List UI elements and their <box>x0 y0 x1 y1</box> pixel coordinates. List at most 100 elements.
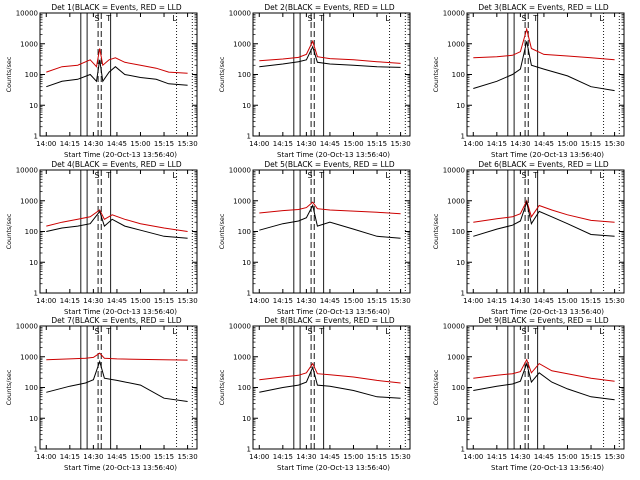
chart-panel-5: Det 5(BLACK = Events, RED = LLD Counts/se… <box>218 160 411 316</box>
x-tick-label: 14:45 <box>107 453 127 461</box>
x-axis-label: Start Time (20-Oct-13 13:56:40) <box>277 151 390 159</box>
x-tick-label: 15:30 <box>177 453 197 461</box>
y-tick-label: 10000 <box>443 323 465 331</box>
lld-series-line <box>259 362 401 384</box>
y-axis-label: Counts/sec <box>432 213 440 249</box>
marker-label-S: S <box>95 14 100 23</box>
x-tick-label: 15:15 <box>154 297 174 305</box>
y-tick-label: 10000 <box>229 10 251 18</box>
events-series-line <box>473 361 615 401</box>
marker-label-T: T <box>532 14 538 23</box>
chart-title: Det 9(BLACK = Events, RED = LLD <box>478 316 608 325</box>
x-tick-label: 14:00 <box>249 453 269 461</box>
marker-label-L: L <box>599 171 604 180</box>
y-tick-label: 1000 <box>447 40 465 48</box>
marker-label-T: T <box>318 171 324 180</box>
x-tick-label: 15:00 <box>130 297 150 305</box>
chart-panel-2: Det 2(BLACK = Events, RED = LLD Counts/se… <box>218 3 411 159</box>
x-tick-label: 14:15 <box>273 140 293 148</box>
y-tick-label: 1000 <box>233 197 251 205</box>
x-tick-label: 14:15 <box>60 140 80 148</box>
events-series-line <box>46 59 188 88</box>
x-tick-label: 14:45 <box>534 453 554 461</box>
y-tick-label: 1 <box>34 290 38 298</box>
chart-panel-3: Det 3(BLACK = Events, RED = LLD Counts/se… <box>432 3 625 159</box>
x-axis-label: Start Time (20-Oct-13 13:56:40) <box>64 151 177 159</box>
chart-title: Det 1(BLACK = Events, RED = LLD <box>51 3 181 12</box>
marker-label-T: T <box>318 14 324 23</box>
y-axis-label: Counts/sec <box>218 369 226 405</box>
x-tick-label: 14:30 <box>510 297 530 305</box>
chart-panel-1: Det 1(BLACK = Events, RED = LLD Counts/se… <box>5 3 198 159</box>
x-tick-label: 15:00 <box>130 453 150 461</box>
x-tick-label: 15:15 <box>367 297 387 305</box>
x-axis-label: Start Time (20-Oct-13 13:56:40) <box>491 308 604 316</box>
x-tick-label: 14:00 <box>36 140 56 148</box>
y-axis-label: Counts/sec <box>432 56 440 92</box>
x-tick-label: 14:15 <box>487 453 507 461</box>
x-tick-label: 15:30 <box>604 297 624 305</box>
y-tick-label: 10 <box>29 102 38 110</box>
y-axis-label: Counts/sec <box>432 369 440 405</box>
chart-title: Det 5(BLACK = Events, RED = LLD <box>264 160 394 169</box>
y-tick-label: 10000 <box>16 323 38 331</box>
x-tick-label: 14:30 <box>510 140 530 148</box>
x-tick-label: 14:30 <box>296 297 316 305</box>
x-tick-label: 14:15 <box>273 453 293 461</box>
x-tick-label: 14:15 <box>60 453 80 461</box>
lld-series-line <box>46 352 188 361</box>
y-tick-label: 10 <box>29 415 38 423</box>
y-tick-label: 1000 <box>233 353 251 361</box>
marker-label-T: T <box>105 171 111 180</box>
marker-label-S: S <box>522 14 527 23</box>
y-tick-label: 10 <box>456 415 465 423</box>
y-tick-label: 10000 <box>443 167 465 175</box>
x-tick-label: 14:00 <box>36 453 56 461</box>
marker-label-S: S <box>308 14 313 23</box>
chart-panel-8: Det 8(BLACK = Events, RED = LLD Counts/se… <box>218 316 411 472</box>
y-tick-label: 1000 <box>20 197 38 205</box>
y-tick-label: 1000 <box>20 353 38 361</box>
marker-label-S: S <box>308 327 313 336</box>
events-series-line <box>259 204 401 239</box>
x-tick-label: 14:45 <box>107 140 127 148</box>
x-tick-label: 15:30 <box>390 297 410 305</box>
y-tick-label: 1000 <box>447 353 465 361</box>
x-tick-label: 14:15 <box>60 297 80 305</box>
y-tick-label: 100 <box>238 228 251 236</box>
x-tick-label: 14:30 <box>510 453 530 461</box>
y-tick-label: 1 <box>247 290 251 298</box>
y-tick-label: 1 <box>461 290 465 298</box>
x-tick-label: 15:00 <box>343 140 363 148</box>
lld-series-line <box>473 27 615 61</box>
lld-series-line <box>46 48 188 74</box>
y-tick-label: 10000 <box>16 167 38 175</box>
marker-label-S: S <box>95 171 100 180</box>
y-tick-label: 1 <box>247 133 251 141</box>
y-axis-label: Counts/sec <box>5 369 13 405</box>
x-tick-label: 14:00 <box>463 453 483 461</box>
x-tick-label: 15:30 <box>177 140 197 148</box>
marker-label-S: S <box>95 327 100 336</box>
y-tick-label: 10000 <box>229 323 251 331</box>
x-tick-label: 15:15 <box>581 140 601 148</box>
events-series-line <box>259 365 401 399</box>
events-series-line <box>473 41 615 92</box>
y-axis-label: Counts/sec <box>5 56 13 92</box>
x-axis-label: Start Time (20-Oct-13 13:56:40) <box>277 308 390 316</box>
x-tick-label: 14:45 <box>107 297 127 305</box>
lld-series-line <box>46 209 188 232</box>
x-axis-label: Start Time (20-Oct-13 13:56:40) <box>277 464 390 472</box>
y-tick-label: 100 <box>238 384 251 392</box>
chart-title: Det 4(BLACK = Events, RED = LLD <box>51 160 181 169</box>
marker-label-T: T <box>532 327 538 336</box>
x-tick-label: 14:00 <box>249 140 269 148</box>
x-tick-label: 15:30 <box>390 140 410 148</box>
x-axis-label: Start Time (20-Oct-13 13:56:40) <box>491 464 604 472</box>
y-axis-label: Counts/sec <box>218 56 226 92</box>
y-tick-label: 100 <box>452 71 465 79</box>
x-tick-label: 15:15 <box>367 453 387 461</box>
y-tick-label: 1 <box>247 446 251 454</box>
y-tick-label: 1 <box>34 446 38 454</box>
